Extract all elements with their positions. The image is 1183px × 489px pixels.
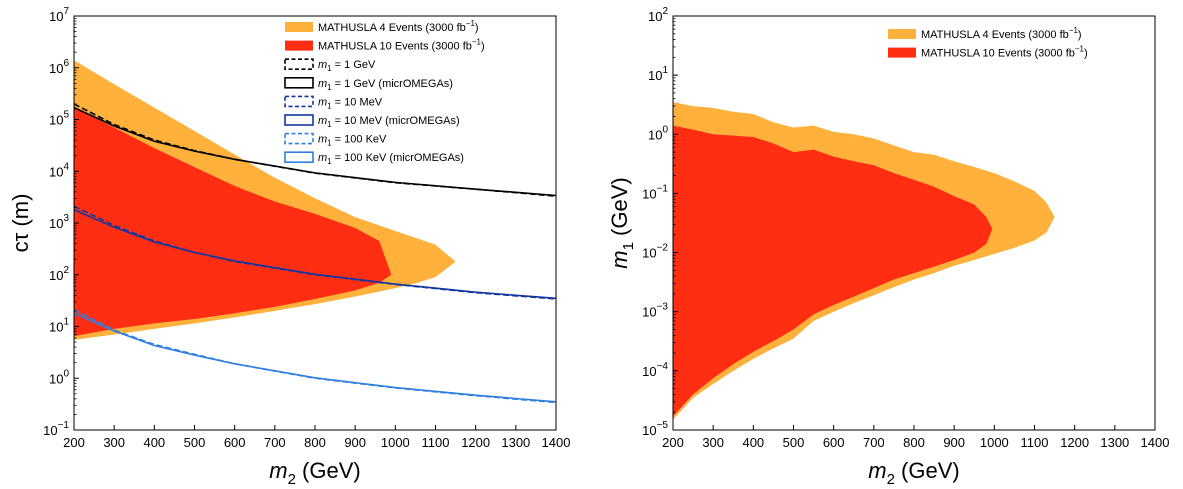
region-mathusla-10-events xyxy=(74,107,392,337)
legend-label: MATHUSLA 10 Events (3000 fb−1) xyxy=(318,38,485,53)
x-tick-label: 1000 xyxy=(381,435,410,450)
legend-label: MATHUSLA 10 Events (3000 fb−1) xyxy=(921,45,1088,60)
legend-label: m1 = 100 KeV xyxy=(318,134,387,148)
y-tick-label: 10−2 xyxy=(642,243,668,261)
x-tick-label: 800 xyxy=(903,435,925,450)
legend-right: MATHUSLA 4 Events (3000 fb−1) MATHUSLA 10… xyxy=(888,26,1088,60)
y-tick-label: 10−1 xyxy=(43,420,69,438)
x-tick-label: 1100 xyxy=(1021,435,1049,450)
series-line-3 xyxy=(74,209,556,300)
x-tick-label: 200 xyxy=(63,435,85,450)
x-tick-label: 1400 xyxy=(542,435,571,450)
legend-swatch xyxy=(284,132,314,145)
x-tick-label: 600 xyxy=(224,435,246,450)
y-tick-label: 10−1 xyxy=(642,183,668,201)
y-tick-label: 104 xyxy=(49,161,69,179)
y-tick-label: 10−3 xyxy=(642,302,668,320)
legend-swatch xyxy=(888,47,916,58)
y-tick-label: 100 xyxy=(49,368,69,386)
y-tick-label: 10−4 xyxy=(642,361,668,379)
x-tick-label: 500 xyxy=(184,435,206,450)
legend-label: m1 = 100 KeV (micrOMEGAs) xyxy=(318,152,464,166)
legend-swatch xyxy=(285,40,313,51)
y-tick-label: 103 xyxy=(49,213,69,231)
legend-swatch xyxy=(284,95,314,108)
y-tick-label: 105 xyxy=(49,110,69,128)
y-tick-label: 102 xyxy=(648,6,668,24)
x-tick-label: 1400 xyxy=(1141,435,1170,450)
x-tick-label: 600 xyxy=(823,435,845,450)
legend-swatch xyxy=(284,151,314,163)
y-tick-label: 10−5 xyxy=(642,420,668,438)
legend-label: MATHUSLA 4 Events (3000 fb−1) xyxy=(921,26,1082,41)
y-axis-label: m1 (GeV) xyxy=(607,177,637,268)
x-tick-label: 1200 xyxy=(461,435,490,450)
legend-label: m1 = 10 MeV xyxy=(318,96,383,110)
x-tick-label: 900 xyxy=(943,435,965,450)
y-tick-label: 100 xyxy=(648,124,668,142)
plot-area-right xyxy=(673,102,1055,420)
legend-swatch xyxy=(284,77,314,89)
y-tick-label: 102 xyxy=(49,265,69,283)
x-tick-label: 1300 xyxy=(501,435,530,450)
y-axis-label: cτ (m) xyxy=(8,194,33,253)
x-tick-label: 500 xyxy=(783,435,805,450)
series-line-5 xyxy=(74,312,556,403)
legend-swatch xyxy=(284,58,314,71)
x-tick-label: 1000 xyxy=(980,435,1009,450)
series-line-4 xyxy=(74,309,556,404)
region-mathusla-10-events xyxy=(673,125,993,417)
x-tick-label: 400 xyxy=(742,435,764,450)
chart-right: 200 300 400 500 600 700 800 900 1000 1100 1200 1300… xyxy=(607,6,1169,488)
legend-label: m1 = 1 GeV (micrOMEGAs) xyxy=(318,78,453,92)
legend-label: MATHUSLA 4 Events (3000 fb−1) xyxy=(318,19,479,34)
x-tick-label: 700 xyxy=(863,435,885,450)
y-tick-label: 107 xyxy=(49,6,69,24)
x-tick-label: 800 xyxy=(304,435,326,450)
legend-swatch xyxy=(888,29,916,39)
x-tick-label: 300 xyxy=(103,435,125,450)
x-tick-label: 300 xyxy=(702,435,724,450)
plot-area-left xyxy=(74,60,556,404)
x-tick-label: 400 xyxy=(143,435,165,450)
x-tick-label: 900 xyxy=(344,435,366,450)
legend-swatch xyxy=(284,114,314,126)
x-tick-label: 1300 xyxy=(1100,435,1129,450)
legend-left: MATHUSLA 4 Events (3000 fb−1) MATHUSLA 10… xyxy=(284,19,485,166)
x-tick-label: 700 xyxy=(264,435,286,450)
x-tick-label: 200 xyxy=(662,435,684,450)
x-tick-label: 1100 xyxy=(422,435,450,450)
y-tick-label: 101 xyxy=(49,317,69,335)
x-axis-label: m2 (GeV) xyxy=(868,458,959,488)
legend-swatch xyxy=(285,22,313,32)
chart-left: 200 300 400 500 600 700 800 900 1000 1100 1200 1300… xyxy=(8,6,570,488)
legend-label: m1 = 10 MeV (micrOMEGAs) xyxy=(318,115,460,129)
x-tick-label: 1200 xyxy=(1060,435,1089,450)
legend-label: m1 = 1 GeV xyxy=(318,59,376,73)
x-axis-label: m2 (GeV) xyxy=(269,458,360,488)
y-tick-label: 101 xyxy=(648,65,668,83)
series-line-0 xyxy=(74,103,556,197)
y-tick-label: 106 xyxy=(49,58,69,76)
series-line-1 xyxy=(74,106,556,197)
series-line-2 xyxy=(74,205,556,300)
